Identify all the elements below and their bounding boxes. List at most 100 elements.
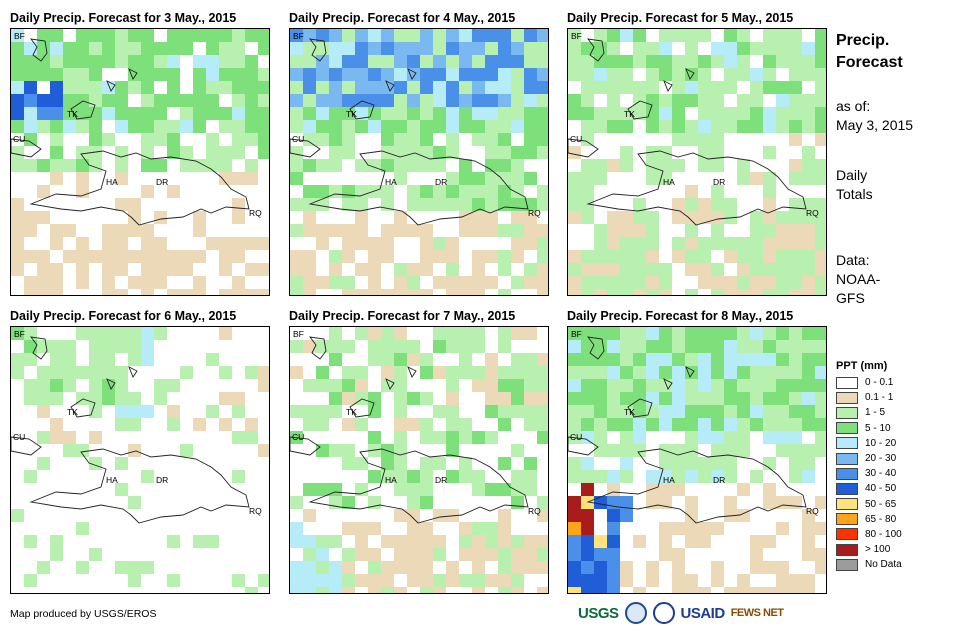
precip-cell [394,68,407,81]
precip-cell [394,483,407,496]
precip-cell [633,263,646,276]
precip-cell [420,81,433,94]
precip-cell [303,574,316,587]
precip-cell [620,327,633,340]
precip-cell [290,94,303,107]
precip-cell [50,418,63,431]
noaa-logo-icon [624,602,647,624]
precip-cell [219,263,232,276]
precip-cell [381,81,394,94]
as-of-block: as of: May 3, 2015 [836,97,913,135]
precip-cell [685,263,698,276]
legend-item: 1 - 5 [836,405,902,420]
precip-cell [568,353,581,366]
precip-cell [154,94,167,107]
coastline-path [290,138,321,158]
precip-cell [329,574,342,587]
precip-cell [524,211,537,224]
precip-cell [329,561,342,574]
precip-cell [407,120,420,133]
precip-cell [581,250,594,263]
precip-cell [433,107,446,120]
precip-cell [232,68,245,81]
precip-cell [685,444,698,457]
precip-cell [355,263,368,276]
forecast-panel-2: Daily Precip. Forecast for 4 May., 2015 … [289,8,549,296]
precip-cell [776,366,789,379]
precip-cell [394,535,407,548]
precip-cell [290,29,303,42]
precip-cell [698,405,711,418]
precip-cell [685,379,698,392]
precip-cell [206,405,219,418]
legend-item: 20 - 30 [836,451,902,466]
precip-cell [193,94,206,107]
precip-cell [342,146,355,159]
label-cu: CU [292,134,305,144]
precip-cell [167,29,180,42]
precip-cell [420,263,433,276]
precip-cell [789,470,802,483]
precip-cell [594,535,607,548]
precip-cell [167,289,180,295]
precip-cell [368,276,381,289]
precip-cell [24,133,37,146]
precip-cell [11,159,24,172]
precip-cell [141,353,154,366]
precip-cell [316,29,329,42]
agency-logos: USGS USAID FEWS NET [578,602,784,624]
precip-cell [581,340,594,353]
precip-cell [76,237,89,250]
legend-item: 0 - 0.1 [836,375,902,390]
precip-cell [698,379,711,392]
precip-cell [685,522,698,535]
precip-cell [245,81,258,94]
precip-cell [763,224,776,237]
precip-cell [316,587,329,593]
precip-cell [568,340,581,353]
precip-cell [711,159,724,172]
label-tk: TK [624,407,635,417]
precip-cell [485,276,498,289]
precip-cell [485,198,498,211]
precip-cell [141,159,154,172]
precip-cell [154,392,167,405]
precip-cell [316,379,329,392]
coastline-path [627,100,653,120]
precip-cell [568,535,581,548]
precip-cell [128,81,141,94]
precip-cell [724,68,737,81]
precip-cell [141,120,154,133]
precip-cell [537,107,548,120]
precip-cell [633,535,646,548]
precip-cell [433,587,446,593]
precip-cell [802,470,815,483]
precip-cell [568,418,581,431]
precip-cell [303,120,316,133]
precip-cell [607,353,620,366]
precip-cell [763,327,776,340]
precip-cell [750,211,763,224]
precip-cell [89,42,102,55]
precip-cell [672,198,685,211]
precip-cell [420,392,433,405]
precip-cell [420,42,433,55]
precip-cell [50,535,63,548]
precip-cell [789,574,802,587]
precip-cell [303,68,316,81]
precip-cell [368,120,381,133]
precip-cell [459,353,472,366]
precip-cell [815,289,826,295]
label-cu: CU [13,134,26,144]
label-tk: TK [67,407,78,417]
precip-cell [89,146,102,159]
precip-cell [698,535,711,548]
precip-cell [472,289,485,295]
precip-cell [329,535,342,548]
precip-cell [672,483,685,496]
precip-cell [154,68,167,81]
precip-cell [776,107,789,120]
precip-cell [698,470,711,483]
precip-cell [446,68,459,81]
